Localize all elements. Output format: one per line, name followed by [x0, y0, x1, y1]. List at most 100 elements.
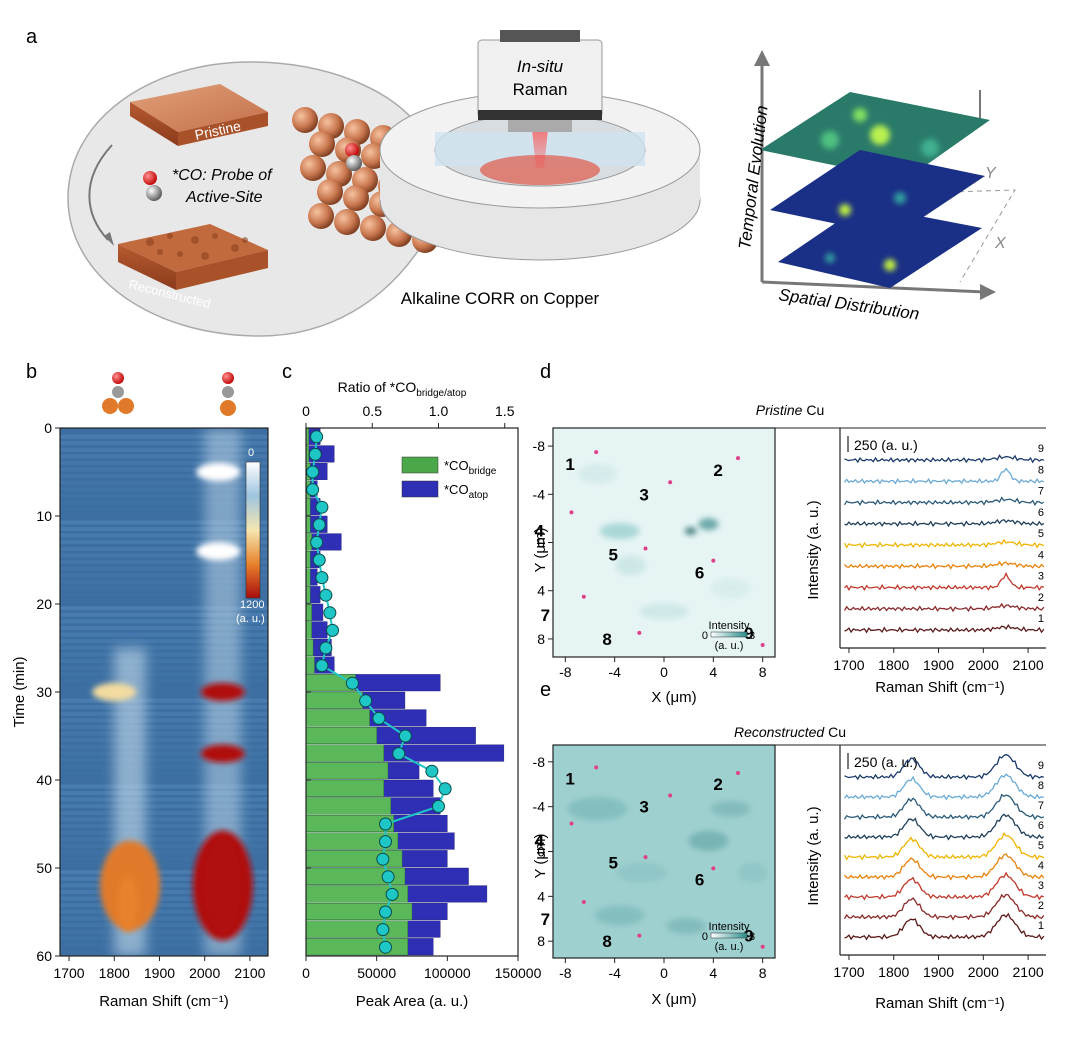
bridge-bar — [305, 551, 311, 569]
heatmap-b-stripe — [60, 441, 268, 446]
d-title: Pristine Cu — [756, 402, 824, 418]
colorbar-b-bottom: 1200 — [240, 599, 264, 611]
d-ylabel: Y (μm) — [532, 527, 549, 572]
map-point-marker — [760, 944, 765, 949]
map-point-label: 9 — [744, 927, 753, 946]
spectrum-line — [844, 454, 1044, 464]
e-title: Reconstructed Cu — [734, 724, 846, 740]
spectra-xtick-label: 1700 — [833, 657, 864, 673]
map-colorbar-max: 3 — [749, 630, 755, 642]
map-point-label: 8 — [602, 932, 611, 951]
heatmap-b-stripe — [60, 837, 268, 842]
panel-c: c Ratio of *CObridge/atop 0 50000 100000 15… — [282, 361, 542, 1010]
spectrum-label: 6 — [1038, 820, 1044, 832]
map-point-label: 7 — [541, 606, 550, 625]
ratio-point — [315, 571, 329, 585]
e-ylabel: Y (μm) — [532, 833, 549, 878]
heatmap-b-stripe — [60, 824, 268, 828]
bridge-bar — [305, 779, 384, 797]
heatmap-b-stripe — [60, 936, 268, 941]
spectrum-line — [844, 813, 1045, 841]
spectrum-line — [844, 753, 1044, 781]
ratio-point — [381, 870, 395, 884]
map-colorbar-title: Intensity — [709, 620, 750, 632]
map-texture — [639, 603, 689, 620]
axis-y-label: Y — [985, 165, 997, 182]
spectrum-label: 4 — [1038, 549, 1044, 561]
heatmap-b-stripe — [60, 593, 268, 597]
spectrum-label: 7 — [1038, 486, 1044, 498]
spectra-xtick-label: 1900 — [923, 964, 954, 980]
bridge-bar — [305, 639, 314, 657]
map-ytick-label: -4 — [533, 799, 546, 815]
spectra-xtick-label: 2000 — [968, 964, 999, 980]
map-point-marker — [711, 558, 716, 563]
heatmap-b-stripe — [60, 474, 268, 479]
heatmap-b-stripe — [60, 830, 268, 835]
heatmap-b-stripe — [60, 764, 268, 769]
heatmap-b-stripe — [60, 467, 268, 472]
map-ytick-label: 0 — [537, 535, 545, 551]
map-point-label: 5 — [609, 854, 618, 873]
map-point-marker — [581, 594, 586, 599]
map-texture — [577, 463, 618, 484]
spectrum-label: 8 — [1038, 780, 1044, 792]
b-ytick-label: 0 — [44, 420, 52, 436]
map-point-marker — [637, 630, 642, 635]
heatmap-b-stripe — [60, 507, 268, 512]
b-xlabel: Raman Shift (cm⁻¹) — [99, 993, 229, 1010]
heatmap-b-stripe — [60, 797, 268, 802]
map-point-label: 6 — [695, 564, 704, 583]
ratio-point — [306, 465, 320, 479]
c-top-tick-label: 0 — [302, 403, 310, 419]
heatmap-b-hotspot — [200, 744, 245, 763]
setup-caption: Alkaline CORR on Copper — [401, 289, 600, 308]
axis-x-label: X — [994, 235, 1007, 252]
map-point-label: 4 — [535, 831, 545, 850]
spectra-xtick-label: 1800 — [878, 964, 909, 980]
heatmap-b-stripe — [60, 533, 268, 538]
spectrum-label: 7 — [1038, 800, 1044, 812]
heatmap-b-stripe — [60, 447, 268, 452]
c-top-tick-label: 1.5 — [495, 403, 515, 419]
bridge-bar — [305, 621, 312, 639]
ratio-point — [376, 923, 390, 937]
heatmap-b-stripe — [60, 586, 268, 591]
heatmap-b-stripe — [60, 876, 268, 881]
map-colorbar-min: 0 — [702, 630, 708, 642]
map-texture — [698, 518, 719, 531]
heatmap-b-hotspot-core — [117, 875, 138, 932]
heatmap-b-stripe — [60, 626, 268, 630]
heatmap-b-stripe — [60, 632, 268, 637]
spectrum-line — [843, 538, 1045, 549]
map-xtick-label: 4 — [709, 965, 717, 981]
bridge-bar — [305, 903, 413, 921]
heatmap-b-stripe — [60, 612, 268, 617]
map-point-marker — [643, 546, 648, 551]
spectra-xtick-label: 2000 — [968, 657, 999, 673]
bridge-bar — [305, 762, 389, 780]
map-ytick-label: -4 — [533, 486, 546, 502]
map-point-marker — [668, 480, 673, 485]
d-xlabel: X (μm) — [651, 689, 696, 706]
heatmap-b-stripe — [60, 883, 268, 888]
ratio-point — [306, 483, 320, 497]
colorbar-b-unit: (a. u.) — [236, 613, 265, 625]
heatmap-b-hotspot-core — [204, 837, 241, 934]
heatmap-b-stripe — [60, 645, 268, 650]
heatmap-b-stripe — [60, 777, 268, 782]
map-point-label: 7 — [541, 910, 550, 929]
b-xtick-label: 2000 — [189, 965, 220, 981]
heatmap-b-stripe — [60, 546, 268, 551]
spatial-label: Spatial Distribution — [777, 285, 920, 324]
spectrum-label: 9 — [1038, 760, 1044, 772]
ratio-point — [376, 852, 390, 866]
heatmap-b-stripe — [60, 434, 268, 439]
map-ytick-label: 0 — [537, 844, 545, 860]
ratio-point — [398, 729, 412, 743]
heatmap-b-hotspot — [196, 542, 241, 561]
e-spec-xlabel: Raman Shift (cm⁻¹) — [875, 995, 1005, 1012]
bar-chart-c: 0 50000 100000 150000 0 0.5 1.0 1.5 — [302, 403, 541, 981]
heatmap-b-stripe — [60, 817, 268, 822]
